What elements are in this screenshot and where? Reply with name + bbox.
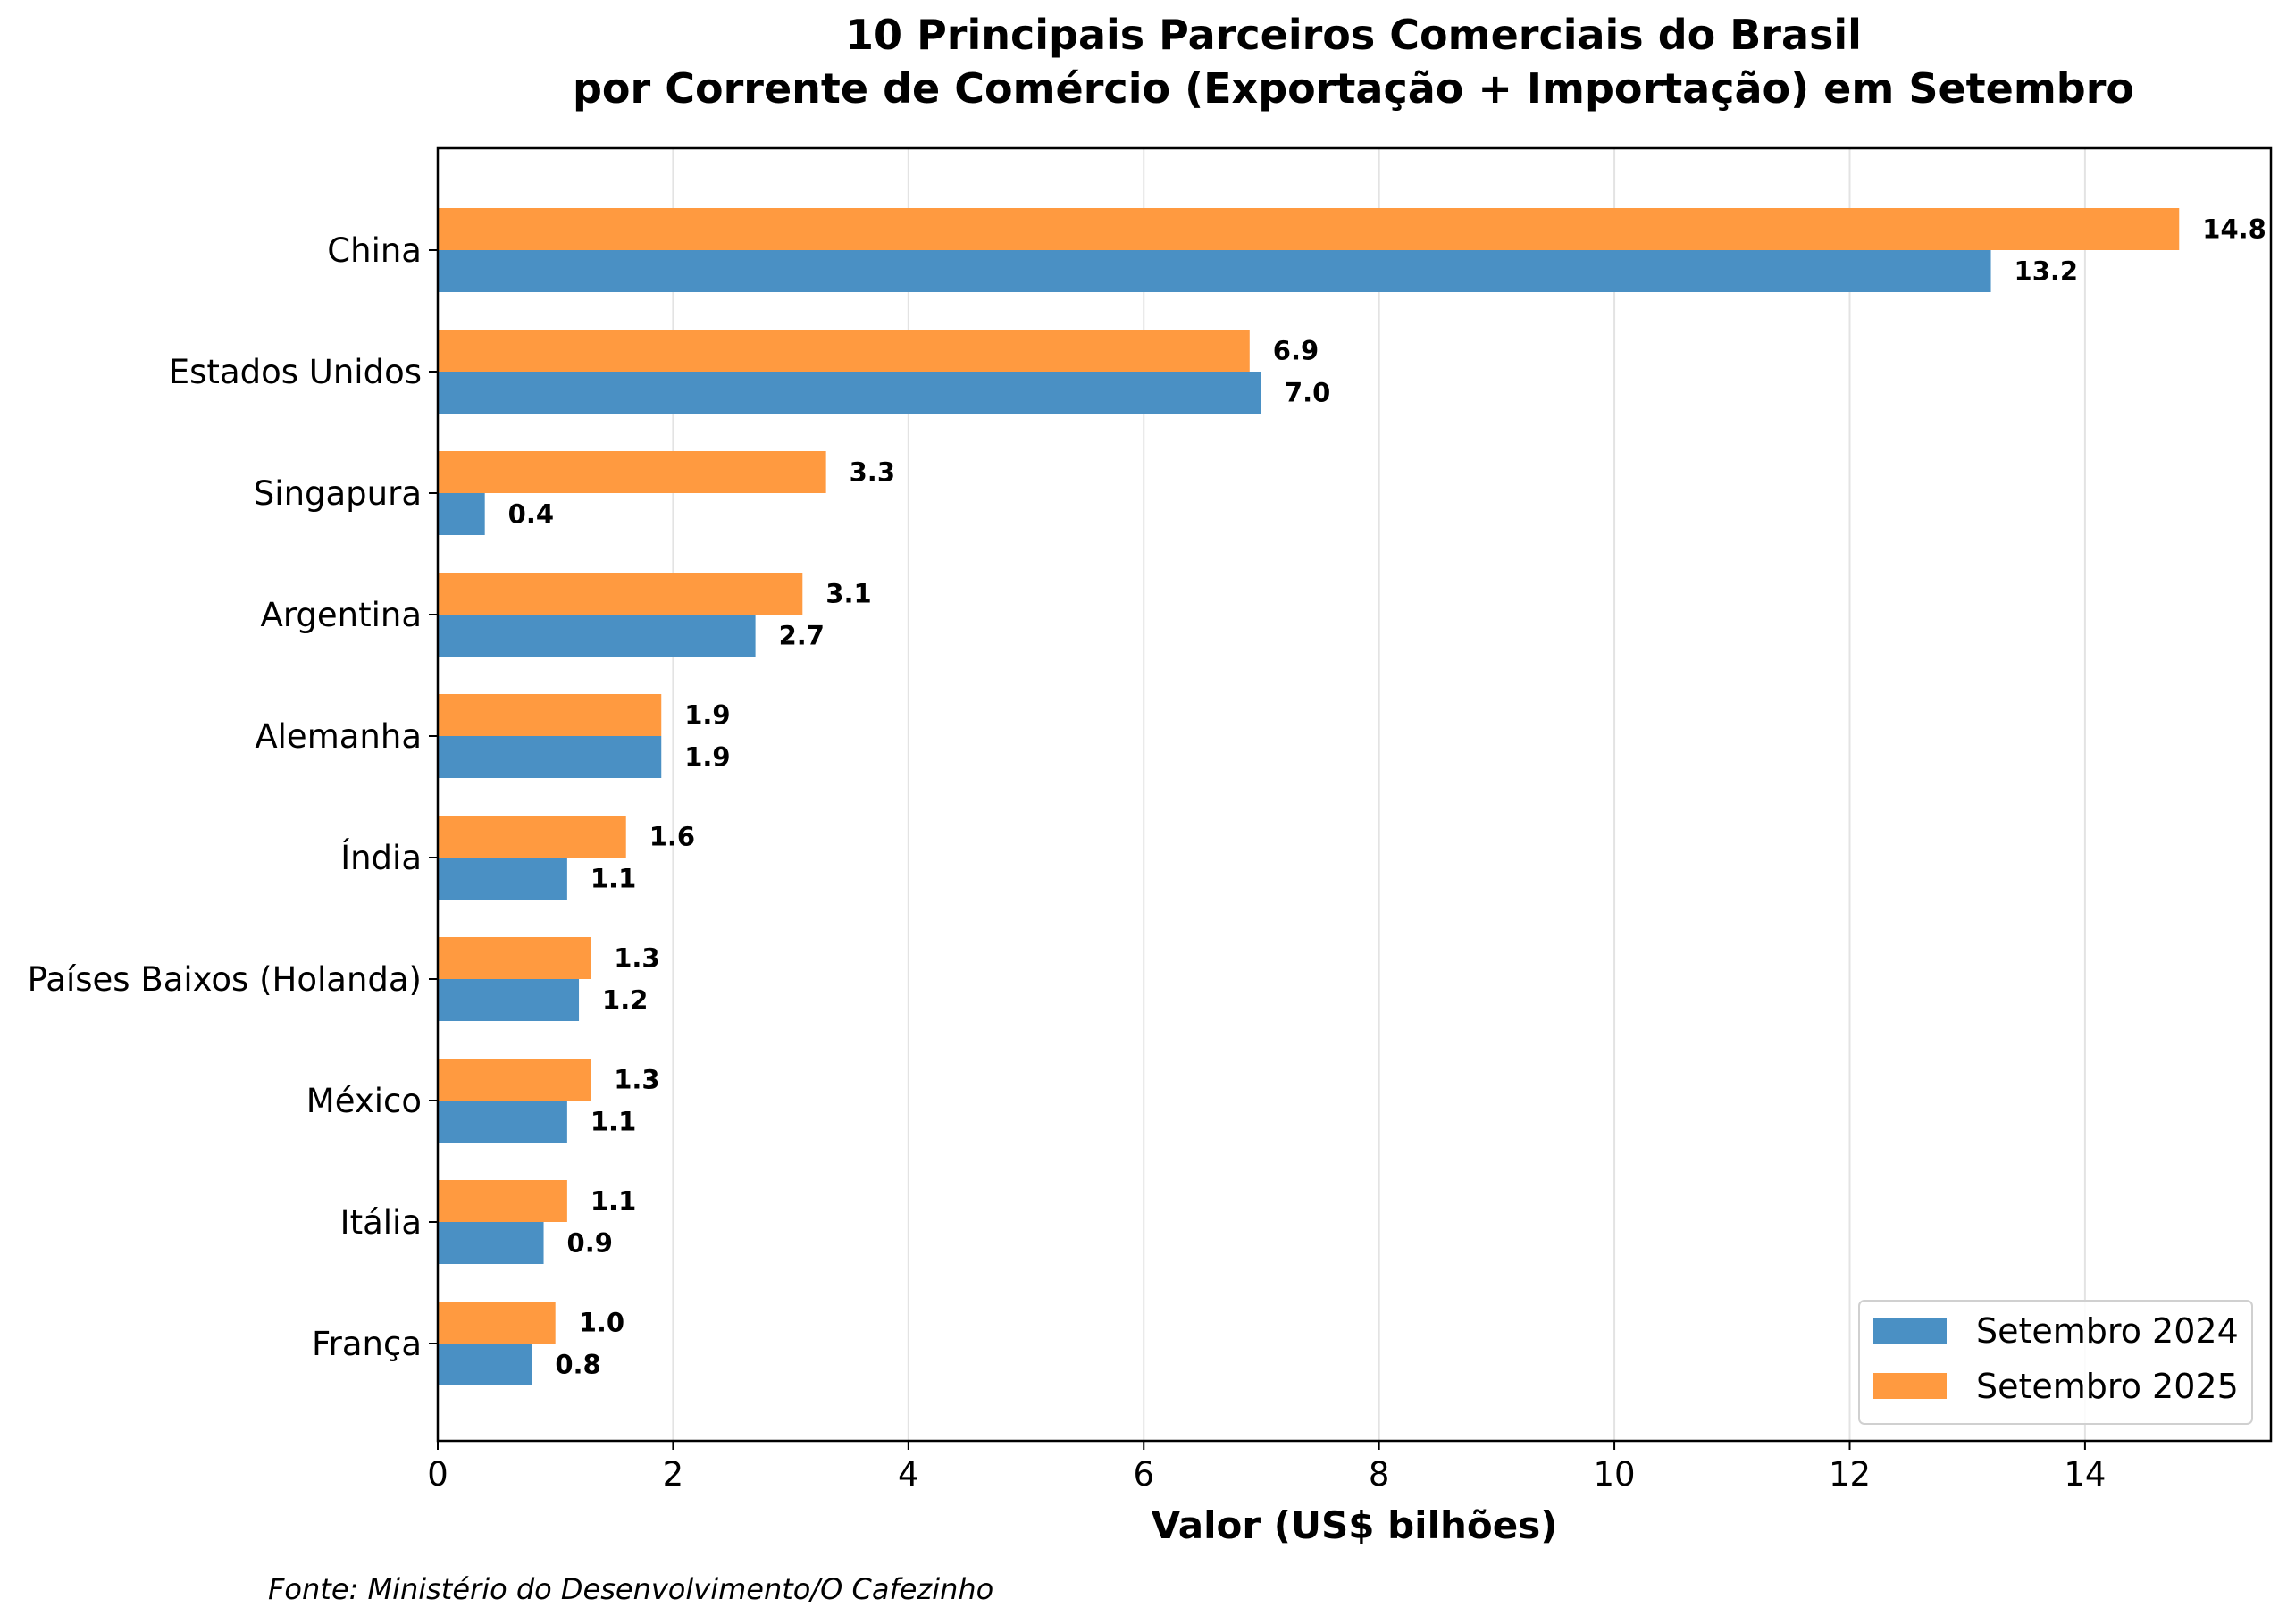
bar-2024 — [438, 493, 485, 535]
value-label-2025: 3.1 — [825, 579, 871, 609]
bar-2025 — [438, 1059, 591, 1101]
x-axis-label: Valor (US$ bilhões) — [1152, 1503, 1558, 1547]
value-label-2024: 1.1 — [591, 864, 636, 894]
legend-label-2025: Setembro 2025 — [1976, 1367, 2239, 1406]
bar-2024 — [438, 1101, 567, 1143]
value-label-2024: 0.9 — [567, 1228, 613, 1259]
y-axis-ticks: China Estados Unidos Singapura Argentina Ale… — [28, 231, 438, 1363]
value-label-2025: 1.3 — [614, 1065, 659, 1095]
value-label-2024: 0.8 — [555, 1350, 600, 1380]
bar-2025 — [438, 937, 591, 979]
y-tick-label: França — [312, 1325, 422, 1363]
x-tick-label: 4 — [898, 1455, 919, 1494]
bar-2024 — [438, 858, 567, 900]
bar-2025 — [438, 208, 2180, 250]
bar-2024 — [438, 736, 662, 778]
bar-2024 — [438, 1222, 544, 1264]
bar-2024 — [438, 1344, 532, 1385]
bar-2025 — [438, 1180, 567, 1222]
x-axis-ticks: 0 2 4 6 8 10 12 14 — [427, 1441, 2106, 1494]
plot-frame — [436, 146, 2273, 1443]
y-tick-label: Singapura — [254, 474, 422, 513]
bar-2025 — [438, 573, 803, 615]
y-tick-label: Estados Unidos — [169, 353, 422, 391]
x-tick-label: 8 — [1369, 1455, 1390, 1494]
y-tick-label: Alemanha — [255, 717, 422, 756]
value-labels: 13.2 14.8 7.0 6.9 0.4 3.3 2.73.1 1.9 1.9 1.1 1.6 1.… — [508, 214, 2266, 1380]
y-tick-label: México — [306, 1082, 422, 1120]
bar-2025 — [438, 694, 662, 736]
value-label-2025: 6.9 — [1273, 336, 1319, 366]
value-label-2025: 1.3 — [614, 943, 659, 974]
value-label-2024: 1.2 — [602, 985, 648, 1016]
value-label-2025: 1.6 — [649, 822, 695, 852]
x-tick-label: 14 — [2064, 1455, 2106, 1494]
chart-title-line-2: por Corrente de Comércio (Exportação + I… — [573, 64, 2134, 113]
legend-swatch-2025 — [1873, 1373, 1947, 1399]
x-tick-label: 0 — [427, 1455, 448, 1494]
bar-2025 — [438, 1302, 556, 1344]
y-tick-label: Países Baixos (Holanda) — [28, 960, 422, 999]
value-label-2024: 1.9 — [684, 742, 730, 773]
y-tick-label: Argentina — [261, 596, 422, 634]
bar-2025 — [438, 816, 626, 858]
bar-2024 — [438, 250, 1991, 292]
bars — [438, 208, 2180, 1385]
legend: Setembro 2024 Setembro 2025 — [1858, 1300, 2253, 1425]
legend-swatch-2024 — [1873, 1318, 1947, 1344]
y-tick-label: Itália — [340, 1203, 422, 1242]
value-label-2024: 1.1 — [591, 1107, 636, 1137]
x-tick-label: 10 — [1594, 1455, 1636, 1494]
x-tick-label: 6 — [1133, 1455, 1154, 1494]
bar-2025 — [438, 451, 826, 493]
value-label-2025: 1.1 — [591, 1186, 636, 1217]
value-label-2025: 14.8 — [2202, 214, 2266, 245]
value-label-2025: 1.0 — [579, 1308, 624, 1338]
legend-box — [1858, 1300, 2253, 1425]
x-tick-label: 12 — [1829, 1455, 1871, 1494]
y-tick-label: China — [327, 231, 422, 270]
bar-2024 — [438, 372, 1261, 414]
value-label-2024: 2.7 — [779, 621, 825, 651]
y-tick-label: Índia — [340, 838, 422, 877]
source-note: Fonte: Ministério do Desenvolvimento/O C… — [268, 1572, 993, 1606]
chart-title-line-1: 10 Principais Parceiros Comerciais do Br… — [845, 11, 1862, 59]
bar-2024 — [438, 615, 756, 657]
value-label-2024: 7.0 — [1285, 378, 1330, 408]
value-label-2025: 1.9 — [684, 700, 730, 731]
legend-label-2024: Setembro 2024 — [1976, 1311, 2239, 1351]
x-tick-label: 2 — [663, 1455, 684, 1494]
bar-2024 — [438, 979, 580, 1021]
value-label-2024: 0.4 — [508, 499, 554, 530]
value-label-2025: 3.3 — [850, 457, 895, 488]
bar-2025 — [438, 330, 1250, 372]
value-label-2024: 13.2 — [2015, 256, 2079, 287]
